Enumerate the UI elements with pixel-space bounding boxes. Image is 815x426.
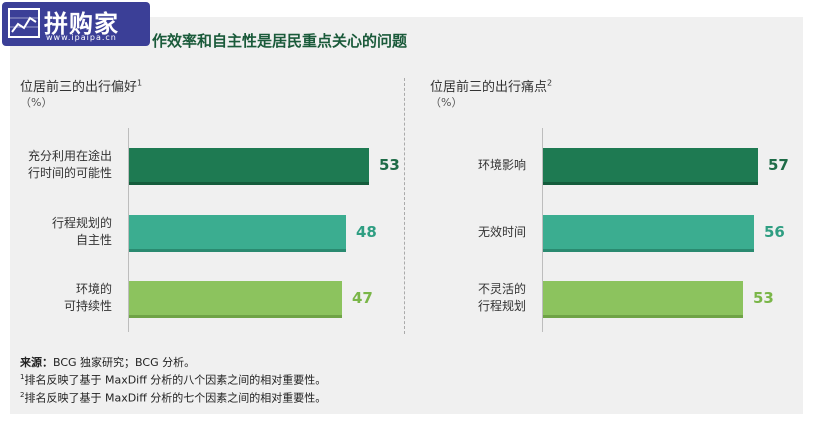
right-bar-shadow-3 xyxy=(543,315,743,318)
right-panel-note-mark: 2 xyxy=(547,78,553,88)
source-line: 来源：BCG 独家研究；BCG 分析。 xyxy=(20,355,326,370)
right-bar-value-1: 57 xyxy=(768,156,789,174)
note-1-text: 排名反映了基于 MaxDiff 分析的八个因素之间的相对重要性。 xyxy=(24,373,327,387)
left-axis-line xyxy=(128,128,129,332)
left-panel-unit: （%） xyxy=(20,96,53,109)
right-category-label-3: 不灵活的 行程规划 xyxy=(477,282,526,313)
left-bar-1 xyxy=(129,148,369,182)
left-bar-value-2: 48 xyxy=(356,223,377,241)
watermark-logo: 拼购家 www.ipaipa.cn xyxy=(2,2,150,46)
left-bar-value-3: 47 xyxy=(352,289,373,307)
chart-footer: 来源：BCG 独家研究；BCG 分析。 1排名反映了基于 MaxDiff 分析的… xyxy=(20,355,326,405)
left-bar-2 xyxy=(129,215,346,249)
note-1-mark: 1 xyxy=(20,373,25,381)
note-2: 2排名反映了基于 MaxDiff 分析的七个因素之间的相对重要性。 xyxy=(20,388,326,406)
right-bar-value-3: 53 xyxy=(753,289,774,307)
source-text: BCG 独家研究；BCG 分析。 xyxy=(53,356,196,369)
left-bar-3 xyxy=(129,281,342,315)
right-bar-shadow-1 xyxy=(543,182,758,185)
watermark-url: www.ipaipa.cn xyxy=(46,33,117,42)
right-panel-unit: （%） xyxy=(430,96,463,109)
left-panel-title: 位居前三的出行偏好1 xyxy=(20,76,142,95)
left-bar-value-1: 53 xyxy=(379,156,400,174)
right-category-label-1: 环境影响 xyxy=(477,157,526,172)
left-panel-title-text: 位居前三的出行偏好 xyxy=(20,80,138,95)
right-bar-value-2: 56 xyxy=(764,223,785,241)
right-bar-2 xyxy=(543,215,754,249)
left-category-label-1: 充分利用在途出 行时间的可能性 xyxy=(27,149,112,180)
left-category-label-3: 环境的 可持续性 xyxy=(63,282,112,313)
right-category-label-2: 无效时间 xyxy=(477,224,526,239)
left-bar-shadow-1 xyxy=(129,182,369,185)
note-2-text: 排名反映了基于 MaxDiff 分析的七个因素之间的相对重要性。 xyxy=(24,391,327,405)
right-bar-3 xyxy=(543,281,743,315)
chart-title: 作效率和自主性是居民重点关心的问题 xyxy=(152,32,408,50)
left-bar-shadow-2 xyxy=(129,249,346,252)
left-bar-shadow-3 xyxy=(129,315,342,318)
right-panel-title: 位居前三的出行痛点2 xyxy=(430,76,552,95)
chart-logo-icon xyxy=(8,8,40,38)
source-label: 来源： xyxy=(20,356,53,369)
note-1: 1排名反映了基于 MaxDiff 分析的八个因素之间的相对重要性。 xyxy=(20,370,326,388)
right-axis-line xyxy=(542,128,543,332)
note-2-mark: 2 xyxy=(20,390,25,399)
panel-divider xyxy=(404,78,405,334)
right-bar-shadow-2 xyxy=(543,249,754,252)
left-category-label-2: 行程规划的 自主性 xyxy=(51,216,112,247)
left-panel-note-mark: 1 xyxy=(137,78,143,88)
right-panel-title-text: 位居前三的出行痛点 xyxy=(430,80,548,95)
watermark-text: 拼购家 xyxy=(44,10,119,38)
right-bar-1 xyxy=(543,148,758,182)
